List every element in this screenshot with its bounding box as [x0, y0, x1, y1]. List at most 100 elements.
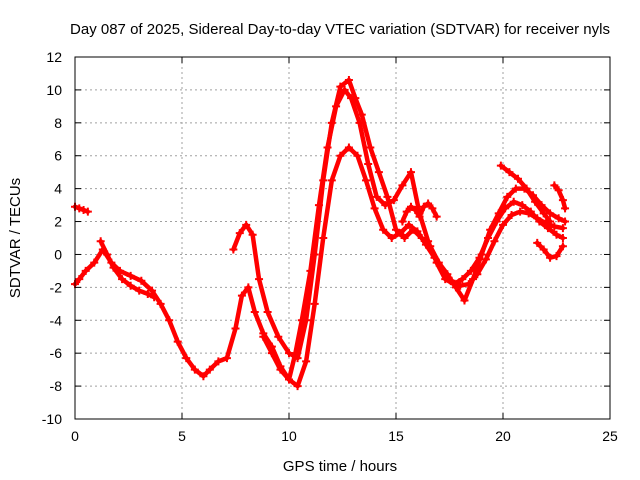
data-point: [558, 224, 567, 233]
y-tick-label: -6: [50, 345, 63, 361]
data-point: [481, 255, 490, 264]
data-point: [511, 184, 520, 193]
y-tick-label: 6: [54, 148, 62, 164]
data-point: [424, 199, 433, 208]
data-point: [126, 271, 135, 280]
y-tick-label: -8: [50, 378, 63, 394]
y-tick-label: -2: [50, 279, 63, 295]
ticks: 0 5 10 15 20 25 -10 -8 -6 -4 -2 0 2 4 6 8 10 12: [42, 49, 618, 444]
data-point: [516, 207, 525, 216]
data-point: [524, 209, 533, 218]
data-point: [490, 237, 499, 246]
data-point: [486, 225, 495, 234]
data-point: [464, 280, 473, 289]
data-point: [276, 365, 285, 374]
data-point: [494, 209, 503, 218]
data-point: [327, 118, 336, 127]
data-point: [550, 181, 559, 190]
data-point: [392, 225, 400, 234]
data-point: [561, 217, 570, 226]
data-point: [460, 296, 469, 305]
data-point: [237, 291, 246, 300]
data-point: [90, 258, 99, 267]
data-point: [505, 168, 514, 177]
data-point: [428, 204, 437, 213]
data-point: [419, 202, 428, 211]
data-point: [550, 222, 559, 231]
data-point: [205, 365, 214, 374]
data-point: [533, 214, 542, 223]
data-point: [310, 250, 319, 259]
data-point: [156, 299, 165, 308]
data-point: [456, 281, 465, 290]
data-point: [531, 197, 540, 206]
data-point: [499, 220, 507, 229]
data-point: [546, 217, 555, 226]
data-point: [503, 192, 512, 201]
data-point: [319, 176, 328, 185]
data-point: [302, 316, 311, 325]
series-layer: [71, 76, 570, 391]
y-tick-label: 0: [54, 246, 62, 262]
series-fragment-end-high: [552, 183, 568, 211]
data-point: [75, 204, 84, 213]
data-point: [404, 220, 413, 229]
data-point: [214, 357, 223, 366]
y-tick-label: -10: [42, 411, 62, 427]
data-point: [263, 308, 272, 317]
data-point: [190, 365, 199, 374]
data-point: [539, 245, 548, 254]
data-point: [199, 372, 208, 381]
data-point: [539, 209, 548, 218]
grid: [75, 57, 610, 419]
x-axis-label: GPS time / hours: [283, 458, 397, 475]
data-point: [229, 245, 238, 254]
data-point: [150, 293, 159, 302]
y-tick-label: -4: [50, 312, 63, 328]
data-point: [83, 207, 92, 216]
data-point: [546, 253, 555, 262]
data-point: [259, 332, 268, 341]
data-point: [509, 197, 518, 206]
data-point: [558, 234, 567, 242]
data-point: [415, 212, 424, 221]
data-point: [165, 316, 174, 325]
series-track-upper: [231, 77, 568, 361]
data-point: [96, 237, 105, 246]
data-point: [561, 204, 570, 213]
data-point: [398, 181, 407, 190]
data-point: [248, 230, 257, 239]
data-point: [522, 184, 531, 193]
data-point: [109, 263, 118, 272]
data-point: [396, 229, 405, 238]
data-point: [406, 202, 415, 211]
x-tick-label: 25: [602, 428, 618, 444]
data-point: [421, 240, 430, 249]
data-point: [364, 159, 373, 168]
data-point: [458, 275, 467, 284]
data-point: [244, 283, 253, 292]
data-point: [274, 332, 283, 341]
data-point: [137, 276, 146, 285]
data-point: [255, 275, 264, 284]
data-point: [293, 382, 302, 391]
data-point: [541, 219, 550, 228]
data-point: [351, 94, 360, 103]
data-point: [143, 289, 152, 298]
y-tick-label: 12: [46, 49, 62, 65]
data-point: [379, 225, 388, 234]
x-tick-label: 10: [281, 428, 297, 444]
data-point: [473, 270, 482, 279]
data-point: [362, 176, 371, 185]
data-point: [413, 227, 422, 236]
data-point: [554, 214, 563, 223]
data-point: [173, 337, 182, 346]
data-point: [242, 220, 251, 229]
data-point: [344, 76, 353, 85]
data-point: [374, 168, 383, 177]
data-point: [406, 168, 415, 177]
data-point: [235, 229, 244, 238]
data-point: [518, 201, 527, 210]
plot-frame: [74, 56, 611, 420]
data-point: [81, 266, 90, 275]
